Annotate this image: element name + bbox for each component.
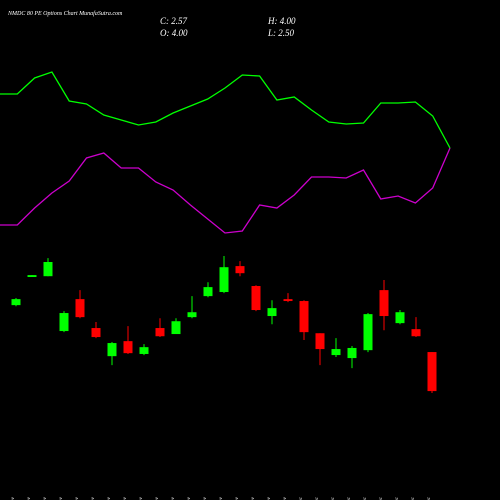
x-tick-label: 19 Nov	[170, 496, 176, 500]
x-tick-label: 04 Nov	[9, 496, 16, 500]
x-tick-label: 26 Nov	[250, 496, 256, 500]
x-tick-label: 14 Nov	[121, 496, 128, 500]
x-tick-label: 12 Dec	[426, 496, 432, 500]
x-tick-label: 12 Nov	[90, 496, 96, 500]
candle-body	[123, 341, 133, 354]
ohlc-open: O: 4.00	[160, 28, 188, 38]
x-tick-label: 11 Nov	[74, 496, 80, 500]
candle-body	[219, 267, 229, 293]
x-tick-label: 03 Dec	[330, 496, 336, 500]
candle-body	[59, 313, 69, 332]
x-tick-label: 24 Nov	[217, 496, 224, 500]
candle-body	[411, 329, 421, 337]
candle-body	[363, 314, 373, 351]
x-tick-label: 25 Nov	[234, 496, 240, 500]
candle-body	[75, 299, 85, 318]
candle-body	[347, 347, 357, 359]
x-tick-label: 09 Dec	[394, 496, 400, 500]
x-tick-label: 05 Nov	[26, 496, 32, 500]
chart-title: NMDC 80 PE Options Chart MunafaSutra.com	[7, 10, 123, 17]
candle-body	[331, 349, 341, 356]
x-tick-label: 20 Nov	[186, 496, 192, 500]
x-tick-label: 07 Nov	[42, 496, 48, 500]
x-tick-label: 17 Nov	[138, 496, 144, 500]
ohlc-close: C: 2.57	[160, 16, 188, 26]
x-tick-label: 01 Dec	[298, 496, 304, 500]
candle-body	[379, 290, 389, 317]
indicator-line	[0, 147, 451, 234]
x-tick-label: 27 Nov	[266, 496, 272, 500]
indicator-line	[0, 71, 451, 149]
candle-body	[299, 301, 309, 333]
candle-body	[171, 321, 181, 335]
candle-body	[395, 312, 405, 324]
x-tick-label: 05 Dec	[362, 496, 368, 500]
candle-body	[283, 299, 293, 302]
candle-body	[27, 275, 37, 278]
candle-body	[91, 328, 101, 338]
candle-body	[11, 299, 21, 306]
candle-body	[155, 328, 165, 337]
candle-body	[107, 343, 117, 357]
x-tick-label: 28 Nov	[282, 496, 288, 500]
candle-body	[139, 347, 149, 354]
candle-body	[267, 308, 277, 317]
x-tick-label: 13 Nov	[106, 496, 112, 500]
ohlc-low: L: 2.50	[267, 28, 295, 38]
x-tick-label: 02 Dec	[314, 496, 320, 500]
x-tick-label: 21 Nov	[202, 496, 208, 500]
x-tick-label: 10 Nov	[58, 496, 64, 500]
candle-body	[427, 352, 437, 392]
candle-body	[251, 286, 261, 311]
x-tick-label: 11 Dec	[410, 496, 416, 500]
candle-body	[315, 333, 325, 350]
x-tick-label: 04 Dec	[345, 496, 352, 500]
candle-body	[187, 312, 197, 318]
candle-body	[235, 266, 245, 274]
x-tick-label: 08 Dec	[378, 496, 384, 500]
candle-body	[43, 262, 53, 277]
ohlc-high: H: 4.00	[267, 16, 296, 26]
candle-body	[203, 287, 213, 297]
x-tick-label: 18 Nov	[154, 496, 160, 500]
